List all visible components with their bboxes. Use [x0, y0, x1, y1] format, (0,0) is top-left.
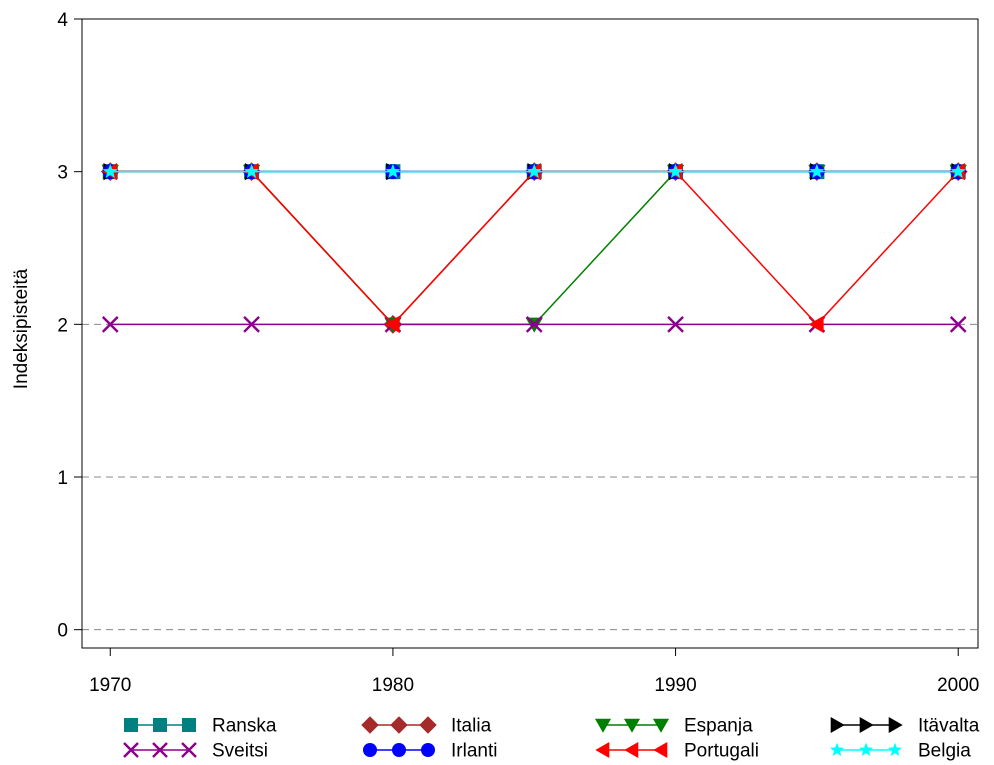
- legend-label: Itävalta: [918, 716, 980, 737]
- data-point-belgia: [950, 163, 966, 179]
- legend-marker: [653, 741, 668, 759]
- series-line-portugali: [110, 170, 959, 326]
- legend-marker: [419, 716, 437, 734]
- y-tick-label: 4: [57, 10, 68, 31]
- legend-item-belgia: Belgia: [830, 741, 971, 762]
- y-tick-label: 1: [57, 468, 68, 489]
- legend-marker: [594, 718, 612, 733]
- legend-marker: [595, 741, 610, 759]
- series-group: [100, 162, 968, 334]
- data-point-sveitsi: [525, 315, 543, 333]
- y-tick-label: 2: [57, 315, 68, 336]
- y-axis: 0 1 2 3 4: [57, 10, 82, 642]
- legend-label: Sveitsi: [212, 741, 268, 762]
- y-tick-label: 3: [57, 163, 68, 184]
- legend-marker: [124, 718, 138, 732]
- data-point-belgia: [385, 163, 401, 179]
- legend-marker: [153, 718, 167, 732]
- data-point-sveitsi: [101, 315, 119, 333]
- legend-item-portugali: Portugali: [595, 741, 759, 762]
- legend-item-irlanti: Irlanti: [363, 741, 497, 762]
- series-italia: [100, 162, 968, 334]
- y-tick-label: 0: [57, 621, 68, 642]
- legend-marker: [888, 742, 902, 756]
- legend-marker: [830, 742, 844, 756]
- legend-item-sveitsi: Sveitsi: [123, 741, 268, 762]
- data-point-portugali: [384, 315, 400, 333]
- legend-marker: [152, 742, 168, 758]
- legend-marker: [623, 718, 641, 733]
- legend-item-ranska: Ranska: [124, 716, 277, 737]
- data-point-belgia: [244, 163, 260, 179]
- legend-marker: [830, 716, 845, 734]
- data-point-belgia: [102, 163, 118, 179]
- legend-marker: [859, 716, 874, 734]
- series-line-italia: [110, 170, 959, 326]
- series-belgia: [102, 163, 966, 179]
- data-point-belgia: [526, 163, 542, 179]
- series-line-espanja: [110, 170, 959, 326]
- legend-marker: [361, 716, 379, 734]
- grid-lines: [82, 323, 978, 631]
- x-tick-label: 2000: [937, 675, 979, 696]
- data-point-portugali: [808, 315, 824, 333]
- x-tick-label: 1990: [654, 675, 696, 696]
- data-point-sveitsi: [243, 315, 260, 333]
- x-tick-label: 1970: [89, 675, 131, 696]
- legend-marker: [363, 743, 377, 757]
- legend-label: Italia: [451, 716, 492, 737]
- legend-marker: [859, 742, 873, 756]
- legend-item-itavalta: Itävalta: [830, 716, 980, 737]
- legend-label: Espanja: [684, 716, 753, 737]
- legend-marker: [181, 742, 197, 758]
- x-tick-label: 1980: [372, 675, 414, 696]
- data-point-sveitsi: [667, 315, 684, 333]
- x-axis: 1970 1980 1990 2000: [89, 648, 979, 696]
- legend-label: Belgia: [918, 741, 971, 762]
- series-portugali: [102, 163, 965, 333]
- legend-label: Irlanti: [451, 741, 497, 762]
- data-point-sveitsi: [949, 315, 967, 333]
- legend-marker: [624, 741, 639, 759]
- data-point-belgia: [668, 163, 684, 179]
- legend-label: Portugali: [684, 741, 759, 762]
- legend-marker: [652, 718, 670, 733]
- legend-label: Ranska: [212, 716, 277, 737]
- legend-item-espanja: Espanja: [594, 716, 753, 737]
- legend-marker: [123, 742, 139, 758]
- legend-item-italia: Italia: [361, 716, 492, 737]
- legend-marker: [390, 716, 408, 734]
- legend-marker: [421, 743, 435, 757]
- series-espanja: [101, 164, 967, 333]
- legend-marker: [888, 716, 903, 734]
- legend: Ranska Sveitsi Italia Irlanti Espanja Portuga…: [123, 716, 980, 762]
- plot-frame: [81, 18, 979, 649]
- legend-marker: [182, 718, 196, 732]
- data-point-belgia: [809, 163, 825, 179]
- legend-marker: [392, 743, 406, 757]
- y-axis-title: Indeksipisteitä: [11, 268, 32, 389]
